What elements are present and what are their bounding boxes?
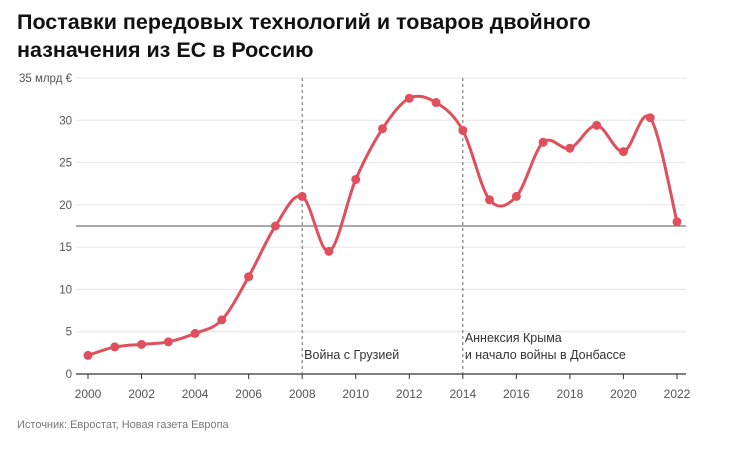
x-tick-label: 2016: [503, 387, 530, 401]
y-tick-label: 5: [66, 327, 72, 339]
x-tick-label: 2022: [664, 387, 691, 401]
annotation-label: и начало войны в Донбассе: [465, 348, 626, 362]
y-tick-label: 25: [59, 158, 72, 170]
annotation-label: Война с Грузией: [304, 348, 399, 362]
x-tick-label: 2002: [128, 387, 155, 401]
data-point: [351, 174, 361, 184]
x-tick-label: 2006: [235, 387, 262, 401]
y-axis: 0 5 10 15 20 25 30 35 млрд €: [19, 73, 73, 381]
x-tick-label: 2010: [342, 387, 369, 401]
y-tick-label: 0: [66, 369, 72, 381]
data-point: [592, 120, 602, 130]
x-tick-label: 2004: [182, 387, 209, 401]
y-tick-label: 20: [59, 200, 72, 212]
data-point: [431, 98, 441, 108]
grid-lines: [76, 77, 686, 333]
source-note: Источник: Евростат, Новая газета Европа: [17, 419, 229, 431]
data-point: [163, 337, 173, 347]
data-point: [297, 191, 307, 201]
data-point: [565, 143, 575, 153]
data-point: [324, 246, 334, 256]
data-point: [110, 342, 120, 352]
data-point: [404, 93, 414, 103]
data-point: [645, 113, 655, 123]
data-point: [458, 125, 468, 135]
data-point: [217, 315, 227, 325]
x-tick-label: 2012: [396, 387, 423, 401]
chart-title-line-2: назначения из ЕС в Россию: [17, 38, 314, 62]
x-axis: 2000 2002 2004 2006 2008 2010 2012 2014 2016 2018…: [75, 373, 691, 401]
x-tick-label: 2008: [289, 387, 316, 401]
y-tick-label: 30: [59, 115, 72, 127]
data-point: [244, 272, 254, 282]
chart-title: Поставки передовых технологий и товаров …: [17, 8, 717, 64]
annotation-label: Аннексия Крыма: [465, 331, 562, 345]
data-points: [83, 93, 682, 360]
data-point: [190, 328, 200, 338]
data-point: [485, 195, 495, 205]
y-tick-label: 35 млрд €: [19, 73, 73, 85]
data-point: [378, 124, 387, 134]
x-tick-label: 2000: [75, 387, 102, 401]
x-tick-label: 2014: [449, 387, 476, 401]
data-point: [538, 137, 548, 147]
x-tick-label: 2018: [557, 387, 584, 401]
data-point: [672, 217, 682, 227]
data-point: [618, 147, 628, 157]
y-tick-label: 10: [59, 284, 72, 296]
data-point: [137, 339, 147, 349]
y-tick-label: 15: [59, 242, 72, 254]
x-tick-label: 2020: [610, 387, 637, 401]
data-point: [83, 350, 93, 360]
data-point: [511, 191, 521, 201]
chart-title-line-1: Поставки передовых технологий и товаров …: [17, 10, 591, 34]
data-point: [270, 221, 280, 231]
